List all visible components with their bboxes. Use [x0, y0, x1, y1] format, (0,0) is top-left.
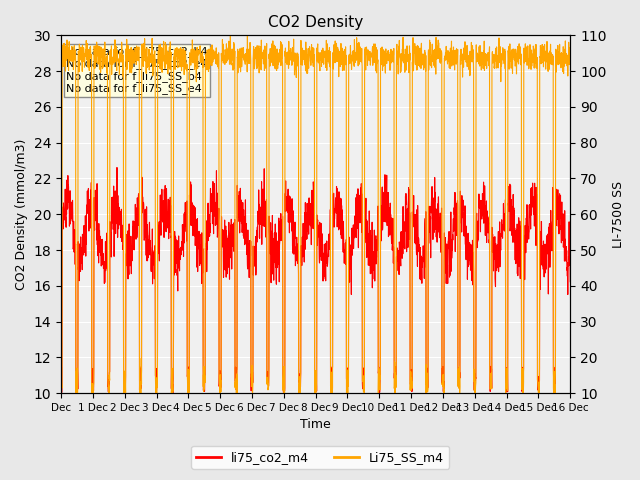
Li75_SS_m4	[346, 56, 354, 62]
li75_co2_m4	[328, 390, 335, 396]
li75_co2_m4	[218, 227, 226, 232]
Y-axis label: LI-7500 SS: LI-7500 SS	[612, 180, 625, 248]
li75_co2_m4	[498, 217, 506, 223]
li75_co2_m4	[57, 384, 65, 390]
Legend: li75_co2_m4, Li75_SS_m4: li75_co2_m4, Li75_SS_m4	[191, 446, 449, 469]
li75_co2_m4	[346, 256, 354, 262]
li75_co2_m4	[108, 201, 116, 206]
Li75_SS_m4	[227, 33, 234, 38]
Li75_SS_m4	[469, 52, 477, 58]
Li75_SS_m4	[218, 56, 226, 61]
Line: Li75_SS_m4: Li75_SS_m4	[61, 36, 570, 393]
li75_co2_m4	[113, 165, 121, 170]
li75_co2_m4	[469, 282, 477, 288]
Li75_SS_m4	[559, 44, 567, 50]
Y-axis label: CO2 Density (mmol/m3): CO2 Density (mmol/m3)	[15, 139, 28, 290]
Text: No data for f_li75_co2_b4
No data for f_li75_co2_e4
No data for f_li75_SS_b4
No : No data for f_li75_co2_b4 No data for f_…	[66, 46, 208, 95]
Title: CO2 Density: CO2 Density	[268, 15, 364, 30]
li75_co2_m4	[559, 244, 567, 250]
li75_co2_m4	[566, 279, 574, 285]
Li75_SS_m4	[72, 390, 80, 396]
Li75_SS_m4	[57, 389, 65, 395]
Li75_SS_m4	[498, 61, 506, 67]
Line: li75_co2_m4: li75_co2_m4	[61, 168, 570, 393]
Li75_SS_m4	[108, 60, 116, 66]
Li75_SS_m4	[566, 51, 574, 57]
X-axis label: Time: Time	[300, 419, 331, 432]
